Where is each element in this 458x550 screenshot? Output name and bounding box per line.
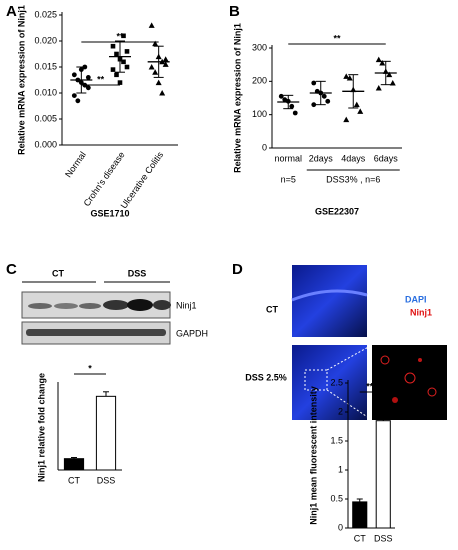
sig-label: ** xyxy=(97,74,105,84)
dot xyxy=(121,33,126,39)
x-axis-label: GSE1710 xyxy=(90,208,129,218)
y-tick-label: 1 xyxy=(338,464,343,474)
panel-label: D xyxy=(232,261,243,278)
dot xyxy=(343,73,350,79)
blot xyxy=(21,281,171,345)
y-tick-label: 200 xyxy=(252,76,267,86)
bar xyxy=(352,501,368,529)
y-tick-label: 1.5 xyxy=(330,435,343,445)
panel-label: A xyxy=(6,3,17,20)
dot xyxy=(155,79,162,86)
dot xyxy=(75,98,81,104)
y-tick-label: 0 xyxy=(262,142,267,152)
annotation: n=5 xyxy=(281,174,296,184)
dot xyxy=(389,80,396,86)
dot xyxy=(386,71,393,78)
dot xyxy=(159,90,166,96)
x-tick-label: CT xyxy=(354,533,366,543)
dot xyxy=(343,116,350,123)
dot xyxy=(162,61,169,67)
y-tick-label: 0.015 xyxy=(34,61,57,71)
dot xyxy=(71,72,77,78)
bar xyxy=(63,458,85,471)
dot xyxy=(278,93,284,99)
y-tick-label: 100 xyxy=(252,109,267,119)
x-tick-label: 2days xyxy=(309,153,334,163)
row-label: DSS 2.5% xyxy=(245,372,287,382)
annotation: DSS3% , n=6 xyxy=(326,174,380,184)
y-tick-label: 0.005 xyxy=(34,113,57,123)
dot xyxy=(148,64,155,70)
x-tick-label: normal xyxy=(274,153,302,163)
dot xyxy=(152,69,159,75)
y-tick-label: 300 xyxy=(252,42,267,52)
dot xyxy=(114,51,119,57)
y-tick-label: 0.010 xyxy=(34,87,57,97)
legend-label: Ninj1 xyxy=(410,307,432,317)
bar xyxy=(95,395,117,471)
dot xyxy=(110,67,116,72)
x-tick-label: DSS xyxy=(374,533,393,543)
legend-label: DAPI xyxy=(405,294,427,304)
micrograph xyxy=(291,265,447,421)
dot xyxy=(353,101,360,108)
y-axis-label: Relative mRNA expression of Ninj1 xyxy=(232,23,242,173)
y-axis-label: Ninj1 relative fold change xyxy=(36,373,46,482)
dot xyxy=(311,80,317,86)
dot xyxy=(124,64,130,70)
dot xyxy=(85,75,91,80)
dot xyxy=(357,108,364,114)
y-tick-label: 0.000 xyxy=(34,139,57,149)
dot xyxy=(148,22,155,28)
dot xyxy=(379,60,386,66)
y-tick-label: 0.5 xyxy=(330,493,343,503)
y-tick-label: 0.025 xyxy=(34,9,57,19)
lane-label: CT xyxy=(52,268,64,278)
y-tick-label: 0 xyxy=(338,522,343,532)
dot xyxy=(121,59,126,65)
row-label: CT xyxy=(266,304,278,314)
dot xyxy=(321,93,327,99)
dot xyxy=(162,56,169,62)
dot xyxy=(114,72,119,78)
band-label: GAPDH xyxy=(176,328,208,338)
x-tick-label: Normal xyxy=(63,150,88,180)
panel-label: B xyxy=(229,3,240,20)
dot xyxy=(110,43,116,49)
lane-label: DSS xyxy=(128,268,147,278)
dot xyxy=(289,103,295,109)
dot xyxy=(375,56,382,63)
dot xyxy=(346,75,353,81)
dot xyxy=(311,102,317,108)
sig-label: ** xyxy=(333,33,341,43)
dot xyxy=(71,93,77,98)
dot xyxy=(117,80,123,85)
dot xyxy=(292,110,298,116)
bar xyxy=(375,420,391,529)
sig-label: ** xyxy=(116,31,124,41)
panel-label: C xyxy=(6,261,17,278)
x-tick-label: Ulcerative Colitis xyxy=(119,149,166,210)
dot xyxy=(124,49,130,54)
x-tick-label: DSS xyxy=(97,475,116,485)
x-tick-label: Crohn's disease xyxy=(82,150,127,208)
dot xyxy=(85,85,91,91)
y-axis-label: Ninj1 mean fluorescent intensity xyxy=(308,386,318,525)
y-tick-label: 2.5 xyxy=(330,377,343,387)
x-tick-label: 4days xyxy=(341,153,366,163)
dot xyxy=(375,85,382,91)
sig-label: *** xyxy=(366,381,377,391)
y-tick-label: 0.020 xyxy=(34,35,57,45)
y-axis-label: Relative mRNA expression of Ninj1 xyxy=(16,5,26,155)
x-tick-label: 6days xyxy=(374,153,399,163)
x-tick-label: CT xyxy=(68,475,80,485)
x-axis-label: GSE22307 xyxy=(315,206,359,216)
dot xyxy=(325,98,331,104)
dot xyxy=(152,40,159,47)
y-tick-label: 2 xyxy=(338,406,343,416)
band-label: Ninj1 xyxy=(176,300,197,310)
sig-label: * xyxy=(88,363,92,373)
